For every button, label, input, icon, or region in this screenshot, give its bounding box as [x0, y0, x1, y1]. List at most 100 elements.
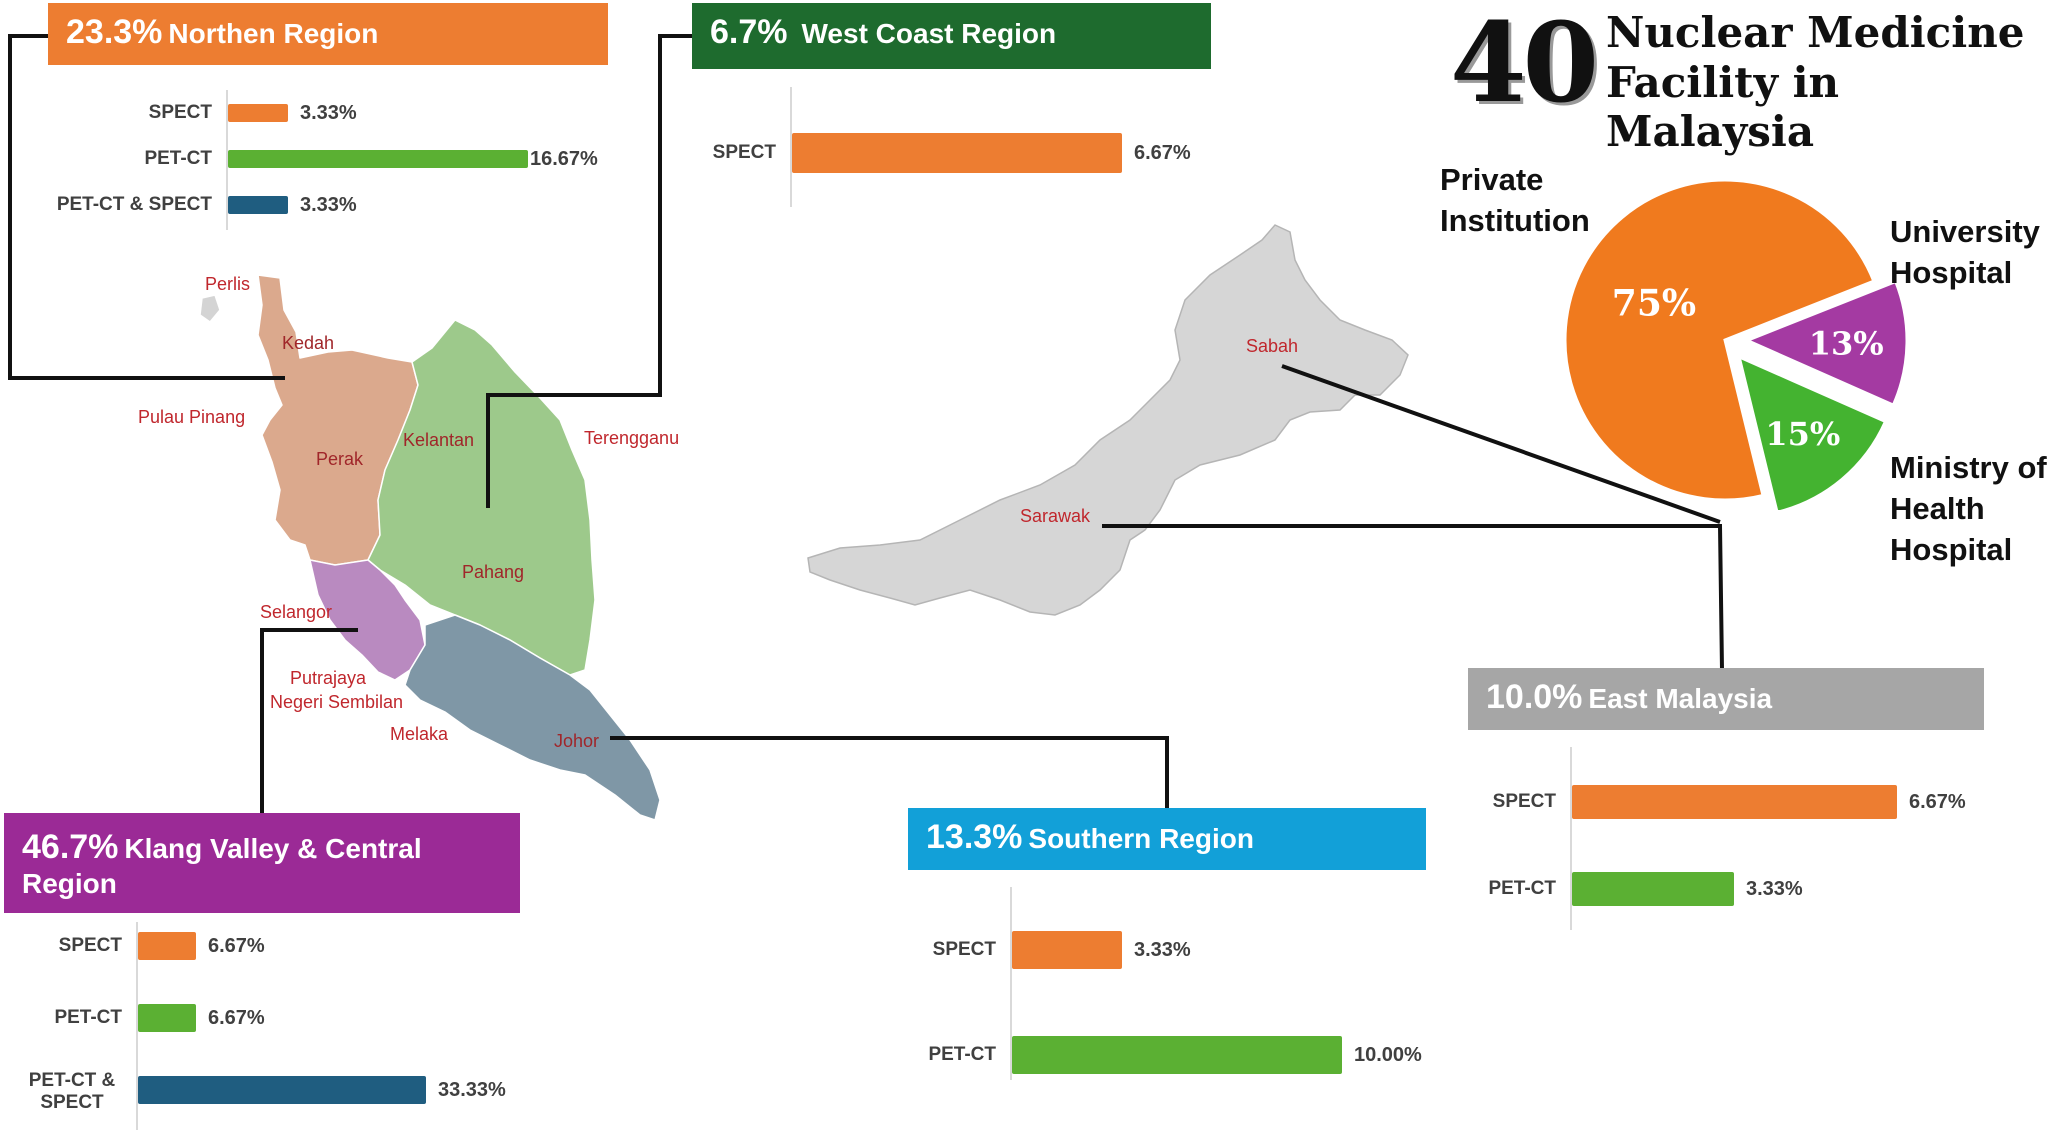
page-title-line1: Nuclear Medicine — [1606, 8, 2025, 57]
northern-bar-0 — [228, 104, 288, 122]
pie-label-moh-line1: Ministry of — [1890, 450, 2047, 485]
west-coast-region-percent: 6.7% — [710, 13, 788, 51]
east-malaysia-header: 10.0% East Malaysia — [1468, 668, 1984, 730]
southern-region-chart: 3.33% SPECT 10.00% PET-CT — [928, 887, 1422, 1080]
klang-valley-region-name: Klang Valley & Central — [124, 833, 422, 864]
east-malaysia-name: East Malaysia — [1588, 683, 1773, 714]
southern-region-name: Southern Region — [1028, 823, 1254, 854]
map-label-perlis: Perlis — [205, 274, 251, 294]
east-category-label-0: SPECT — [1492, 791, 1556, 812]
east-bar-0 — [1572, 785, 1897, 819]
southern-category-label-1: PET-CT — [928, 1044, 996, 1065]
southern-region-percent: 13.3% — [926, 818, 1023, 856]
east-malaysia-chart: 6.67% SPECT 3.33% PET-CT — [1488, 747, 1966, 930]
southern-bar-1 — [1012, 1036, 1342, 1074]
northern-region-header: 23.3% Northen Region — [48, 3, 608, 65]
klang-category-label-1: PET-CT — [54, 1007, 122, 1028]
northern-category-label-0: SPECT — [148, 102, 212, 123]
connector-lines — [8, 34, 1724, 815]
pie-label-moh-line3: Hospital — [1890, 531, 2013, 567]
pie-slice-label-2: 15% — [1765, 415, 1840, 453]
map-label-putrajaya: Putrajaya — [290, 668, 367, 688]
klang-valley-region-percent: 46.7% — [22, 828, 119, 866]
klang-bar-0 — [138, 932, 196, 960]
klang-category-label-2: PET-CT & SPECT — [28, 1070, 116, 1113]
east-bar-1 — [1572, 872, 1734, 906]
pie-label-university: University Hospital — [1890, 212, 2040, 294]
westcoast-category-label-0: SPECT — [712, 142, 776, 163]
klang-bar-1 — [138, 1004, 196, 1032]
northern-region-chart: 3.33% SPECT 16.67% PET-CT 3.33% PET-CT & SPEC… — [57, 90, 598, 230]
map-label-kelantan: Kelantan — [403, 430, 475, 450]
map-label-johor: Johor — [554, 731, 600, 751]
northern-value-label-1: 16.67% — [530, 148, 598, 170]
pie-slice-2 — [1736, 354, 1888, 510]
region-south — [404, 614, 661, 821]
map-label-selangor: Selangor — [260, 602, 333, 622]
map-label-pulau-pinang: Pulau Pinang — [138, 407, 246, 427]
pie-label-university-line1: University — [1890, 214, 2040, 249]
west-coast-region-name: West Coast Region — [801, 18, 1057, 49]
map-label-pahang: Pahang — [462, 562, 525, 582]
pie-label-private-line1: Private — [1440, 162, 1544, 197]
northern-region-percent: 23.3% — [66, 13, 163, 51]
southern-axis — [1010, 887, 1012, 1080]
northern-value-label-2: 3.33% — [300, 194, 357, 216]
klang-category-label-0: SPECT — [58, 935, 122, 956]
map-label-sarawak: Sarawak — [1020, 506, 1091, 526]
northern-bar-1 — [228, 150, 528, 168]
pie-label-private: Private Institution — [1440, 160, 1590, 242]
east-value-label-0: 6.67% — [1909, 791, 1966, 813]
southern-region-header: 13.3% Southern Region — [908, 808, 1426, 870]
northern-category-label-2: PET-CT & SPECT — [56, 194, 212, 215]
east-value-label-1: 3.33% — [1746, 878, 1803, 900]
westcoast-bar-0 — [792, 133, 1122, 173]
klang-value-label-2: 33.33% — [438, 1079, 506, 1101]
west-coast-region-header: 6.7% West Coast Region — [692, 3, 1211, 69]
pie-label-private-line2: Institution — [1440, 202, 1590, 238]
map-label-terengganu: Terengganu — [584, 428, 680, 448]
pie-label-moh-line2: Health — [1890, 490, 1985, 526]
pie-slice-1 — [1743, 279, 1909, 408]
pie-label-university-line2: Hospital — [1890, 254, 2013, 290]
southern-value-label-0: 3.33% — [1134, 939, 1191, 961]
pie-slice-0 — [1563, 178, 1876, 502]
page-title-line2: Facility in Malaysia — [1606, 57, 1840, 157]
map-label-sabah: Sabah — [1246, 336, 1299, 356]
map-label-melaka: Melaka — [390, 724, 449, 744]
westcoast-axis — [790, 87, 792, 207]
page-title: Nuclear Medicine Facility in Malaysia — [1606, 8, 2056, 157]
peninsular-malaysia — [199, 274, 661, 821]
klang-axis — [136, 922, 138, 1130]
klang-bar-2 — [138, 1076, 426, 1104]
northern-bar-2 — [228, 196, 288, 214]
east-category-label-1: PET-CT — [1488, 878, 1556, 899]
ownership-pie-chart: 75% 13% 15% — [1563, 178, 1909, 510]
facility-count: 40 — [1450, 0, 1599, 127]
klang-valley-region-chart: 6.67% SPECT 6.67% PET-CT 33.33% PET-CT & SPEC… — [29, 922, 506, 1130]
east-malaysia-percent: 10.0% — [1486, 678, 1583, 716]
northern-value-label-0: 3.33% — [300, 102, 357, 124]
southern-bar-0 — [1012, 931, 1122, 969]
northern-category-label-1: PET-CT — [144, 148, 212, 169]
map-label-kedah: Kedah — [282, 333, 335, 353]
southern-value-label-1: 10.00% — [1354, 1044, 1422, 1066]
northern-region-name: Northen Region — [168, 18, 379, 49]
pie-label-moh: Ministry of Health Hospital — [1890, 448, 2047, 571]
map-label-negeri-sembilan: Negeri Sembilan — [270, 692, 404, 712]
pie-slice-label-1: 13% — [1809, 324, 1884, 362]
east-malaysia — [807, 224, 1409, 616]
pie-slice-label-0: 75% — [1612, 282, 1696, 324]
klang-value-label-0: 6.67% — [208, 935, 265, 957]
klang-valley-region-header: 46.7% Klang Valley & Central Region — [4, 813, 520, 913]
west-coast-region-chart: 6.67% SPECT — [713, 87, 1191, 207]
map-label-perak: Perak — [316, 449, 364, 469]
westcoast-value-label-0: 6.67% — [1134, 142, 1191, 164]
east-axis — [1570, 747, 1572, 930]
klang-value-label-1: 6.67% — [208, 1007, 265, 1029]
perlis-islands — [199, 294, 221, 323]
southern-category-label-0: SPECT — [932, 939, 996, 960]
northern-axis — [226, 90, 228, 230]
klang-valley-region-name-line2: Region — [22, 868, 117, 900]
